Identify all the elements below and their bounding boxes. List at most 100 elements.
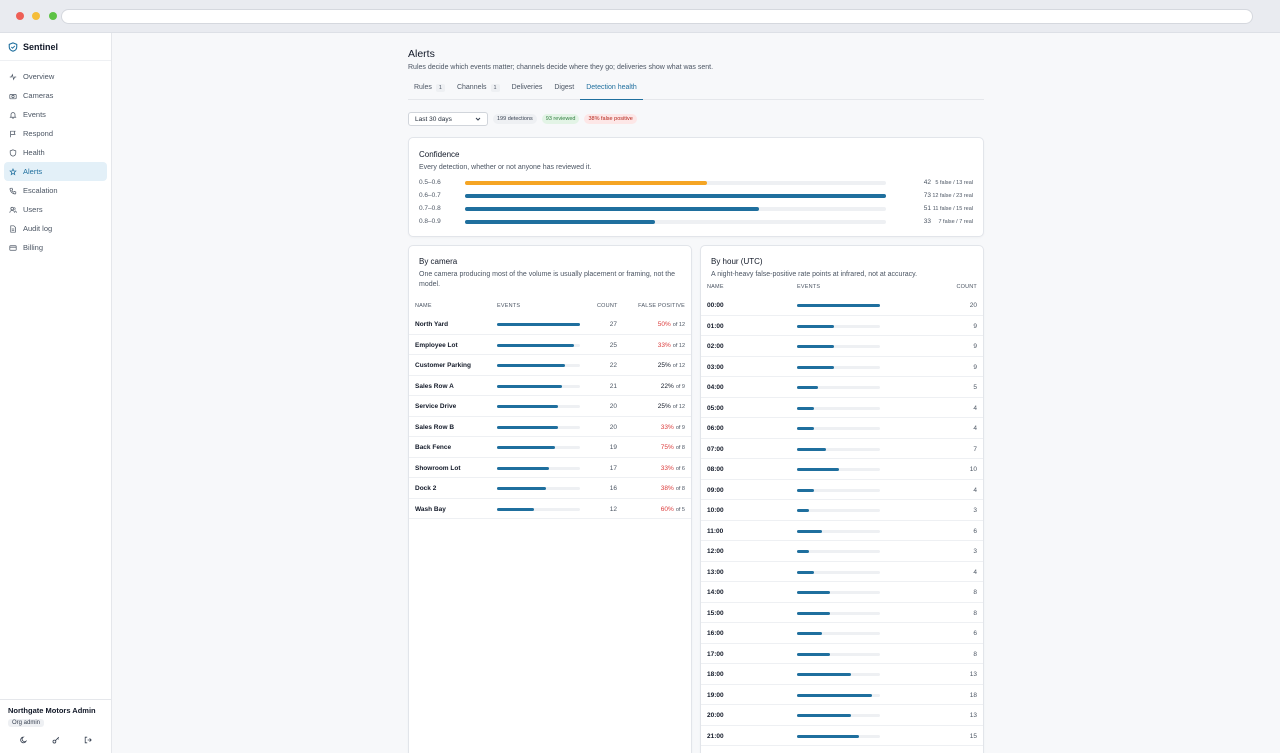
- sidebar-item-alerts[interactable]: Alerts: [4, 162, 107, 181]
- camera-events-bar: [497, 323, 580, 326]
- logout-icon[interactable]: [84, 736, 92, 744]
- false-positive-sample: of 12: [672, 342, 685, 349]
- sidebar-item-label: Users: [23, 205, 43, 214]
- hour-events-bar: [797, 324, 835, 328]
- hour-row[interactable]: 05:00 4: [701, 398, 983, 418]
- camera-events-track: [497, 466, 580, 470]
- hour-row[interactable]: 01:00 9: [701, 316, 983, 336]
- confidence-range: 0.7–0.8: [419, 205, 441, 212]
- hour-row[interactable]: 12:00 3: [701, 541, 983, 562]
- sidebar-item-overview[interactable]: Overview: [4, 67, 107, 86]
- camera-icon: [9, 93, 17, 99]
- false-positive-sample: of 6: [675, 465, 685, 472]
- sidebar-item-label: Health: [23, 148, 45, 157]
- bell-icon: [9, 111, 17, 119]
- camera-row[interactable]: Sales Row B 20 33% of 9: [409, 417, 691, 437]
- camera-row[interactable]: Employee Lot 25 33% of 12: [409, 335, 691, 355]
- sidebar-item-health[interactable]: Health: [4, 143, 107, 162]
- hour-row[interactable]: 00:00 20: [701, 295, 983, 316]
- tab-deliveries[interactable]: Deliveries: [506, 84, 549, 100]
- sidebar-item-billing[interactable]: Billing: [4, 238, 107, 257]
- hour-row[interactable]: 04:00 5: [701, 377, 983, 398]
- date-range-value: Last 30 days: [415, 115, 452, 123]
- activity-icon: [9, 72, 17, 81]
- camera-count: 27: [609, 321, 617, 328]
- false-positive-sample: of 5: [675, 506, 685, 513]
- hour-row[interactable]: 03:00 9: [701, 357, 983, 377]
- hour-row[interactable]: 09:00 4: [701, 480, 983, 500]
- address-bar[interactable]: [61, 9, 1253, 24]
- hour-label: 04:00: [707, 384, 724, 391]
- hour-label: 13:00: [707, 568, 724, 576]
- false-positive-sample: of 8: [675, 445, 685, 451]
- minimize-window-button[interactable]: [32, 12, 40, 20]
- camera-row[interactable]: Dock 2 16 38% of 8: [409, 478, 691, 499]
- app-name: Sentinel: [23, 41, 59, 52]
- hour-count: 13: [969, 712, 977, 719]
- hour-row[interactable]: 14:00 8: [701, 582, 983, 603]
- confidence-card: Confidence Every detection, whether or n…: [408, 137, 984, 237]
- false-positive-rate: 33%: [657, 341, 671, 349]
- hour-events-track: [797, 529, 880, 533]
- tab-rules[interactable]: Rules 1: [408, 84, 451, 100]
- sidebar-item-events[interactable]: Events: [4, 105, 107, 124]
- date-range-select[interactable]: Last 30 days: [408, 112, 488, 126]
- hour-row[interactable]: 11:00 6: [701, 521, 983, 541]
- sidebar-item-respond[interactable]: Respond: [4, 124, 107, 143]
- hour-events-track: [797, 570, 880, 574]
- hour-label: 11:00: [707, 527, 724, 535]
- camera-name: Showroom Lot: [415, 464, 461, 472]
- tab-label: Digest: [554, 84, 575, 91]
- brand[interactable]: Sentinel: [0, 33, 111, 61]
- hour-label: 18:00: [707, 671, 724, 678]
- hour-row[interactable]: 19:00 18: [701, 685, 983, 705]
- close-window-button[interactable]: [16, 12, 24, 20]
- hour-row[interactable]: 02:00 9: [701, 336, 983, 357]
- camera-row[interactable]: Wash Bay 12 60% of 5: [409, 499, 691, 519]
- confidence-row: 0.5–0.6 42 5 false / 13 real: [419, 177, 973, 190]
- hour-label: 17:00: [707, 650, 724, 658]
- hour-row[interactable]: 06:00 4: [701, 418, 983, 439]
- hour-row[interactable]: 21:00 15: [701, 726, 983, 746]
- moon-icon[interactable]: [20, 736, 28, 744]
- key-icon[interactable]: [52, 736, 60, 744]
- camera-events-bar: [497, 364, 565, 367]
- hour-row[interactable]: 17:00 8: [701, 644, 983, 664]
- maximize-window-button[interactable]: [49, 12, 57, 20]
- hour-row[interactable]: 10:00 3: [701, 500, 983, 521]
- tab-detection-health[interactable]: Detection health: [580, 84, 643, 100]
- camera-row[interactable]: Showroom Lot 17 33% of 6: [409, 458, 691, 478]
- tab-digest[interactable]: Digest: [548, 84, 580, 100]
- sidebar-item-users[interactable]: Users: [4, 200, 107, 219]
- hour-row[interactable]: 15:00 8: [701, 603, 983, 623]
- hour-row[interactable]: 20:00 13: [701, 705, 983, 726]
- sidebar-item-label: Alerts: [23, 167, 43, 176]
- camera-row[interactable]: Sales Row A 21 22% of 9: [409, 376, 691, 396]
- sidebar-item-cameras[interactable]: Cameras: [4, 86, 107, 105]
- hour-row[interactable]: 13:00 4: [701, 562, 983, 582]
- camera-row[interactable]: Service Drive 20 25% of 12: [409, 396, 691, 417]
- hour-row[interactable]: 18:00 13: [701, 664, 983, 685]
- false-positive-rate: 75%: [660, 444, 674, 451]
- hour-row[interactable]: 16:00 6: [701, 623, 983, 644]
- false-positive-rate: 50%: [657, 321, 671, 328]
- hour-events-track: [797, 714, 880, 717]
- by-hour-card: By hour (UTC) A night-heavy false-positi…: [700, 245, 984, 753]
- confidence-bar-track: [465, 207, 886, 211]
- camera-row[interactable]: North Yard 27 50% of 12: [409, 314, 691, 335]
- hour-count: 6: [973, 527, 977, 535]
- col-name: NAME: [707, 284, 724, 290]
- hour-row[interactable]: 08:00 10: [701, 459, 983, 480]
- hour-count: 15: [969, 732, 977, 740]
- sidebar-item-escalation[interactable]: Escalation: [4, 181, 107, 200]
- camera-row[interactable]: Customer Parking 22 25% of 12: [409, 355, 691, 376]
- tab-count-badge: 1: [435, 84, 445, 92]
- hour-label: 01:00: [707, 322, 724, 330]
- tab-channels[interactable]: Channels 1: [451, 84, 506, 100]
- camera-row[interactable]: Back Fence 19 75% of 8: [409, 437, 691, 458]
- hour-label: 14:00: [707, 589, 724, 596]
- hour-row[interactable]: 07:00 7: [701, 439, 983, 459]
- sidebar-item-audit-log[interactable]: Audit log: [4, 219, 107, 238]
- hour-label: 05:00: [707, 404, 724, 412]
